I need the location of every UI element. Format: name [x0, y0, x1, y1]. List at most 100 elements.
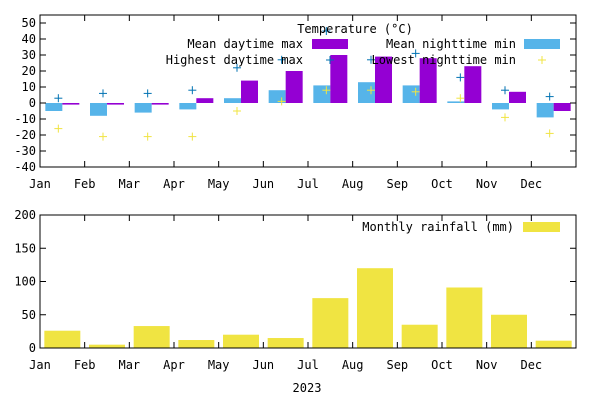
x-tick-label-jan: Jan	[29, 177, 51, 191]
rainfall-bar-jan	[44, 330, 81, 348]
y-tick-label: 30	[22, 48, 36, 62]
x-tick-label-dec: Dec	[520, 358, 542, 372]
mean-nighttime-min-bar-dec	[536, 103, 554, 118]
rainfall-bar-oct	[446, 287, 483, 348]
rainfall-bar-apr	[178, 340, 215, 348]
highest-daytime-max-point-sep	[411, 49, 420, 58]
y-tick-label: -10	[14, 112, 36, 126]
rainfall-legend: Monthly rainfall (mm)	[362, 220, 560, 234]
x-tick-label-sep: Sep	[386, 177, 408, 191]
mean-daytime-max-bar-apr	[196, 98, 214, 103]
mean-daytime-max-bar-jan	[62, 103, 80, 105]
mean-daytime-max-bar-mar	[151, 103, 169, 105]
x-tick-label-jul: Jul	[297, 358, 319, 372]
legend-label-mean-nighttime-min: Mean nighttime min	[386, 37, 516, 51]
x-tick-label-jan: Jan	[29, 358, 51, 372]
legend-swatch-mean-daytime-max	[312, 39, 348, 49]
mean-nighttime-min-bar-may	[224, 98, 241, 103]
x-tick-label-sep: Sep	[386, 358, 408, 372]
legend-label-highest-daytime-max: Highest daytime max	[166, 53, 303, 67]
lowest-nighttime-min-point-nov	[501, 113, 509, 122]
mean-nighttime-min-bar-feb	[90, 103, 107, 116]
highest-daytime-max-point-nov	[501, 86, 509, 95]
mean-nighttime-min-bar-mar	[134, 103, 152, 113]
x-tick-label-aug: Aug	[342, 177, 364, 191]
mean-daytime-max-bar-jul	[330, 55, 348, 103]
rainfall-panel: 0 50 100 150 200 Jan Feb Mar Apr May Jun Jul Aug Sep O…	[14, 208, 577, 395]
rainfall-bar-jun	[267, 338, 304, 348]
mean-daytime-max-bar-aug	[375, 56, 392, 103]
rainfall-x-axis-label: 2023	[293, 381, 322, 395]
rainfall-axes: 0 50 100 150 200 Jan Feb Mar Apr May Jun Jul Aug Sep O…	[14, 208, 576, 372]
mean-daytime-max-bar-dec	[553, 103, 571, 111]
highest-daytime-max-point-jul	[322, 27, 331, 35]
x-tick-label-jul: Jul	[297, 177, 319, 191]
temperature-plot-area	[45, 27, 571, 141]
lowest-nighttime-min-point-aug	[367, 86, 375, 95]
mean-daytime-max-bar-may	[241, 80, 258, 103]
x-tick-label-may: May	[208, 358, 230, 372]
highest-daytime-max-point-jan	[54, 94, 63, 103]
x-tick-label-feb: Feb	[74, 358, 96, 372]
rainfall-plot-area	[44, 268, 572, 348]
x-tick-label-jun: Jun	[252, 358, 274, 372]
legend-marker-highest-daytime-max	[326, 56, 334, 64]
x-tick-label-oct: Oct	[431, 358, 453, 372]
y-tick-label: -30	[14, 144, 36, 158]
x-tick-label-apr: Apr	[163, 177, 185, 191]
mean-nighttime-min-bar-oct	[447, 101, 465, 103]
y-tick-label: 50	[22, 16, 36, 30]
highest-daytime-max-point-apr	[188, 86, 197, 95]
y-tick-label: -20	[14, 128, 36, 142]
highest-daytime-max-point-mar	[143, 89, 152, 98]
y-tick-label: 150	[14, 241, 36, 255]
mean-nighttime-min-bar-apr	[179, 103, 197, 110]
x-tick-label-oct: Oct	[431, 177, 453, 191]
y-tick-label: 40	[22, 32, 36, 46]
lowest-nighttime-min-point-apr	[188, 132, 197, 141]
x-tick-label-nov: Nov	[476, 177, 498, 191]
lowest-nighttime-min-point-sep	[411, 87, 420, 96]
x-tick-label-mar: Mar	[118, 177, 140, 191]
highest-daytime-max-point-may	[233, 63, 241, 72]
rainfall-bar-sep	[401, 324, 438, 348]
y-tick-label: 50	[22, 308, 36, 322]
legend-marker-lowest-nighttime-min	[538, 56, 546, 64]
y-tick-label: 10	[22, 80, 36, 94]
mean-nighttime-min-bar-jul	[313, 85, 331, 103]
highest-daytime-max-point-dec	[545, 92, 554, 101]
y-tick-label: 0	[29, 96, 36, 110]
lowest-nighttime-min-point-jul	[322, 86, 331, 95]
mean-daytime-max-bar-sep	[419, 58, 437, 103]
mean-nighttime-min-bar-sep	[402, 85, 420, 103]
x-tick-label-apr: Apr	[163, 358, 185, 372]
rainfall-bar-may	[223, 334, 259, 348]
highest-daytime-max-point-feb	[99, 89, 107, 98]
x-tick-label-feb: Feb	[74, 177, 96, 191]
y-tick-label: 0	[29, 341, 36, 355]
legend-swatch-monthly-rainfall-mm	[523, 222, 560, 232]
lowest-nighttime-min-point-mar	[143, 132, 152, 141]
lowest-nighttime-min-point-jun	[277, 97, 286, 106]
mean-nighttime-min-bar-aug	[358, 82, 375, 103]
lowest-nighttime-min-point-jan	[54, 124, 63, 133]
legend-label-mean-daytime-max: Mean daytime max	[187, 37, 303, 51]
mean-daytime-max-bar-oct	[464, 66, 482, 103]
legend-label-monthly-rainfall-mm: Monthly rainfall (mm)	[362, 220, 514, 234]
temperature-legend: Mean daytime max Mean nighttime min Highes…	[166, 37, 560, 67]
mean-daytime-max-bar-jun	[285, 71, 303, 103]
mean-daytime-max-bar-nov	[509, 91, 526, 103]
x-tick-label-mar: Mar	[118, 358, 140, 372]
mean-nighttime-min-bar-nov	[492, 103, 509, 110]
highest-daytime-max-point-aug	[367, 55, 375, 64]
x-tick-label-aug: Aug	[342, 358, 364, 372]
rainfall-bar-mar	[133, 326, 170, 348]
rainfall-bar-aug	[357, 268, 393, 348]
temperature-chart-title: Temperature (°C)	[297, 22, 413, 36]
x-tick-label-nov: Nov	[476, 358, 498, 372]
temperature-axes: -40 -30 -20 -10 0 10 20 30 40 50 Jan Feb Mar Apr May Ju…	[14, 15, 576, 191]
mean-daytime-max-bar-feb	[107, 103, 124, 105]
lowest-nighttime-min-point-may	[233, 107, 241, 115]
rainfall-bar-feb	[89, 344, 125, 348]
